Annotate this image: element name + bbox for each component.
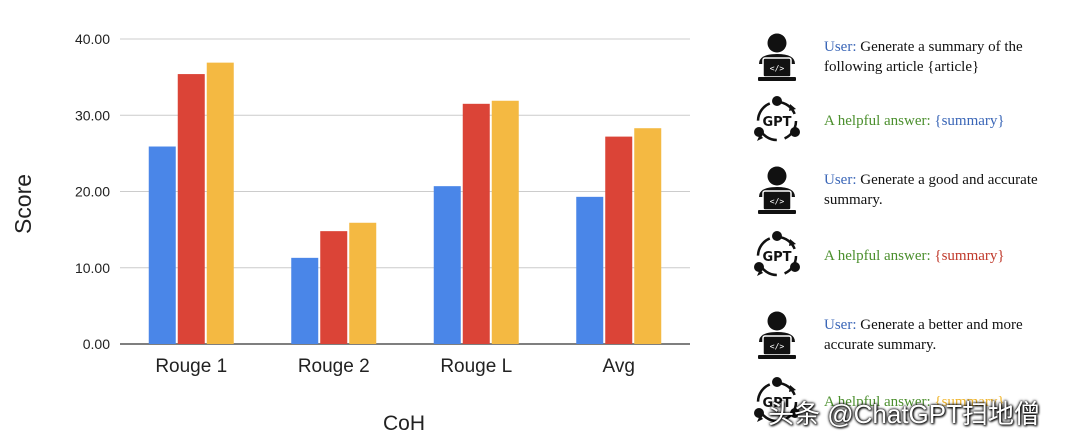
y-axis-label: Score (10, 174, 36, 234)
svg-text:</>: </> (770, 342, 785, 351)
y-tick-label: 40.00 (75, 31, 110, 47)
legend-speaker: User: (824, 317, 857, 333)
user-laptop-icon: </> (748, 28, 806, 86)
y-tick-label: 20.00 (75, 184, 110, 200)
x-axis-label: CoH (383, 412, 425, 435)
legend-placeholder: {summary} (930, 248, 1005, 264)
svg-text:GPT: GPT (762, 396, 791, 411)
legend-row: </> User: Generate a summary of the foll… (748, 28, 1069, 86)
gpt-cycle-icon: GPT (748, 227, 806, 285)
legend-message: Generate a better and more accurate summ… (824, 317, 1023, 353)
bar (206, 62, 234, 344)
gpt-cycle-icon: GPT (748, 92, 806, 150)
legend-row: GPT A helpful answer: {summary} (748, 373, 1005, 431)
bar (462, 103, 490, 344)
bar (349, 222, 377, 344)
legend-speaker: A helpful answer: (824, 394, 931, 410)
legend-speaker: User: (824, 39, 857, 55)
svg-text:</>: </> (770, 197, 785, 206)
bar (634, 128, 662, 344)
legend-text: A helpful answer: {summary} (824, 111, 1005, 131)
bar-chart: 0.00 10.00 20.00 30.00 40.00 Rouge 1 Rouge 2 Ro… (10, 31, 690, 435)
bar (177, 74, 205, 344)
gpt-cycle-icon: GPT (748, 373, 806, 431)
legend-placeholder: {summary} (930, 113, 1005, 129)
legend-message: Generate a good and accurate summary. (824, 172, 1038, 208)
x-tick-label: Rouge 1 (155, 356, 227, 377)
legend-text: A helpful answer: {summary} (824, 392, 1005, 412)
user-laptop-icon: </> (748, 161, 806, 219)
bar (605, 136, 633, 344)
bar (433, 186, 461, 344)
x-tick-label: Rouge L (440, 356, 512, 377)
legend-text: User: Generate a good and accurate summa… (824, 170, 1069, 210)
legend-text: A helpful answer: {summary} (824, 246, 1005, 266)
y-tick-label: 30.00 (75, 107, 110, 123)
bar (291, 257, 319, 344)
prompt-legend: </> User: Generate a summary of the foll… (748, 22, 1073, 448)
bar (320, 231, 348, 344)
x-tick-label: Rouge 2 (298, 356, 370, 377)
legend-row: </> User: Generate a better and more acc… (748, 306, 1069, 364)
bar (576, 196, 604, 344)
y-tick-label: 0.00 (83, 336, 110, 352)
legend-row: GPT A helpful answer: {summary} (748, 92, 1005, 150)
legend-placeholder: {summary} (930, 394, 1005, 410)
legend-speaker: A helpful answer: (824, 113, 931, 129)
legend-speaker: User: (824, 172, 857, 188)
y-tick-label: 10.00 (75, 260, 110, 276)
svg-text:</>: </> (770, 64, 785, 73)
legend-row: GPT A helpful answer: {summary} (748, 227, 1005, 285)
svg-text:GPT: GPT (762, 250, 791, 265)
legend-speaker: A helpful answer: (824, 248, 931, 264)
bar (491, 100, 519, 344)
x-tick-label: Avg (603, 356, 635, 377)
legend-row: </> User: Generate a good and accurate s… (748, 161, 1069, 219)
svg-text:GPT: GPT (762, 115, 791, 130)
watermark: 头条 @ChatGPT扫地僧 (768, 399, 1040, 429)
legend-message: Generate a summary of the following arti… (824, 39, 1023, 75)
bar (148, 146, 176, 344)
user-laptop-icon: </> (748, 306, 806, 364)
legend-text: User: Generate a summary of the followin… (824, 37, 1069, 77)
legend-text: User: Generate a better and more accurat… (824, 315, 1069, 355)
